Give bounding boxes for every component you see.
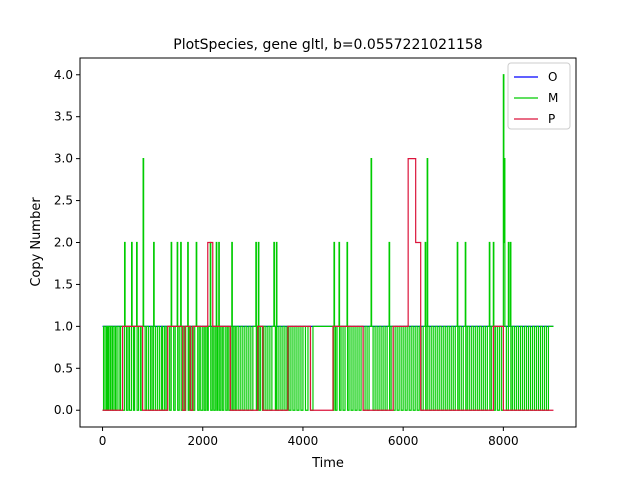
y-tick-label: 1.5 — [54, 277, 73, 291]
plot-area: 0 2000 4000 6000 8000 0.0 0.5 1.0 1.5 2.0 2.5 3.0 3.… — [54, 57, 577, 448]
x-tick-label: 6000 — [388, 434, 419, 448]
legend-label-M: M — [548, 91, 558, 105]
y-tick-label: 3.0 — [54, 152, 73, 166]
y-axis-label: Copy Number — [29, 197, 44, 287]
x-tick-label: 4000 — [288, 434, 319, 448]
x-tick-label: 8000 — [488, 434, 519, 448]
legend-label-O: O — [548, 70, 557, 84]
x-tick-label: 2000 — [187, 434, 218, 448]
y-tick-label: 0.0 — [54, 403, 73, 417]
y-tick-label: 2.5 — [54, 194, 73, 208]
legend: OMP — [507, 62, 571, 130]
legend-label-P: P — [548, 112, 555, 126]
x-tick-label: 0 — [99, 434, 107, 448]
y-tick-label: 3.5 — [54, 110, 73, 124]
x-axis-label: Time — [311, 456, 344, 471]
chart-title: PlotSpecies, gene gltl, b=0.055722102115… — [173, 37, 482, 53]
legend-box — [507, 62, 571, 130]
y-tick-label: 2.0 — [54, 236, 73, 250]
series-line-P — [102, 158, 554, 411]
y-tick-label: 0.5 — [54, 361, 73, 375]
y-tick-label: 4.0 — [54, 68, 73, 82]
y-tick-label: 1.0 — [54, 319, 73, 333]
